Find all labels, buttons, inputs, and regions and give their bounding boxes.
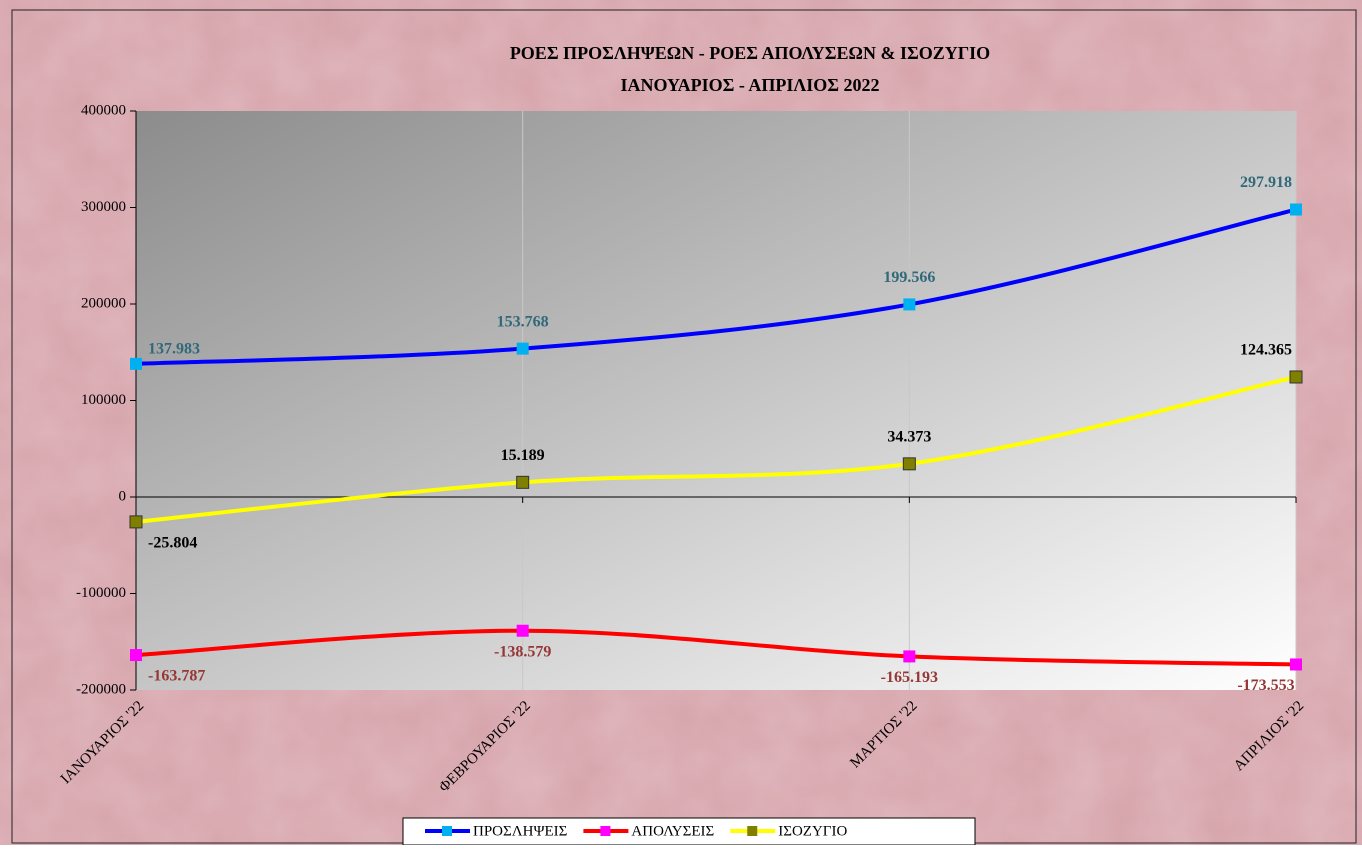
y-tick-label: -100000 <box>76 585 126 601</box>
marker <box>1290 203 1302 216</box>
y-tick-label: 200000 <box>81 295 126 311</box>
series-line <box>135 375 1297 524</box>
data-label: -25.804 <box>148 535 197 552</box>
marker <box>902 457 916 471</box>
series-line <box>135 207 1297 366</box>
y-tick-label: 300000 <box>81 199 126 215</box>
data-label: 15.189 <box>501 447 545 464</box>
marker <box>903 650 916 663</box>
chart-subtitle: ΙΑΝΟΥΑΡΙΟΣ - ΑΠΡΙΛΙΟΣ 2022 <box>620 75 879 95</box>
data-label: -173.553 <box>1237 677 1294 694</box>
plot-area <box>136 111 1296 690</box>
legend-label: ΙΣΟΖΥΓΙΟ <box>778 823 847 839</box>
marker <box>129 515 143 529</box>
legend-marker <box>600 826 611 836</box>
legend-label: ΠΡΟΣΛΗΨΕΙΣ <box>473 823 567 839</box>
legend <box>402 817 976 846</box>
data-label: 153.768 <box>497 313 549 330</box>
marker <box>516 624 529 637</box>
data-label: 137.983 <box>148 341 200 358</box>
marker <box>1290 658 1302 671</box>
data-label: 34.373 <box>887 429 931 446</box>
data-label: -163.787 <box>148 668 205 685</box>
data-label: -138.579 <box>494 643 551 660</box>
marker <box>130 357 142 370</box>
data-label: -165.193 <box>881 669 938 686</box>
data-label: 124.365 <box>1240 342 1292 359</box>
marker <box>130 649 142 662</box>
y-tick-label: 400000 <box>81 102 126 118</box>
y-tick-label: -200000 <box>76 681 126 697</box>
legend-label: ΑΠΟΛΥΣΕΙΣ <box>631 823 714 839</box>
marker <box>903 298 916 311</box>
series-line <box>135 628 1297 667</box>
chart-title: ΡΟΕΣ ΠΡΟΣΛΗΨΕΩΝ - ΡΟΕΣ ΑΠΟΛΥΣΕΩΝ & ΙΣΟΖΥ… <box>510 43 990 63</box>
legend-marker <box>747 826 758 836</box>
marker <box>1289 370 1303 384</box>
marker <box>516 475 530 489</box>
marker <box>516 342 529 355</box>
data-label: 297.918 <box>1240 174 1292 191</box>
legend-marker <box>442 826 452 836</box>
data-label: 199.566 <box>883 269 935 286</box>
y-tick-label: 0 <box>119 488 127 504</box>
y-tick-label: 100000 <box>81 392 126 408</box>
